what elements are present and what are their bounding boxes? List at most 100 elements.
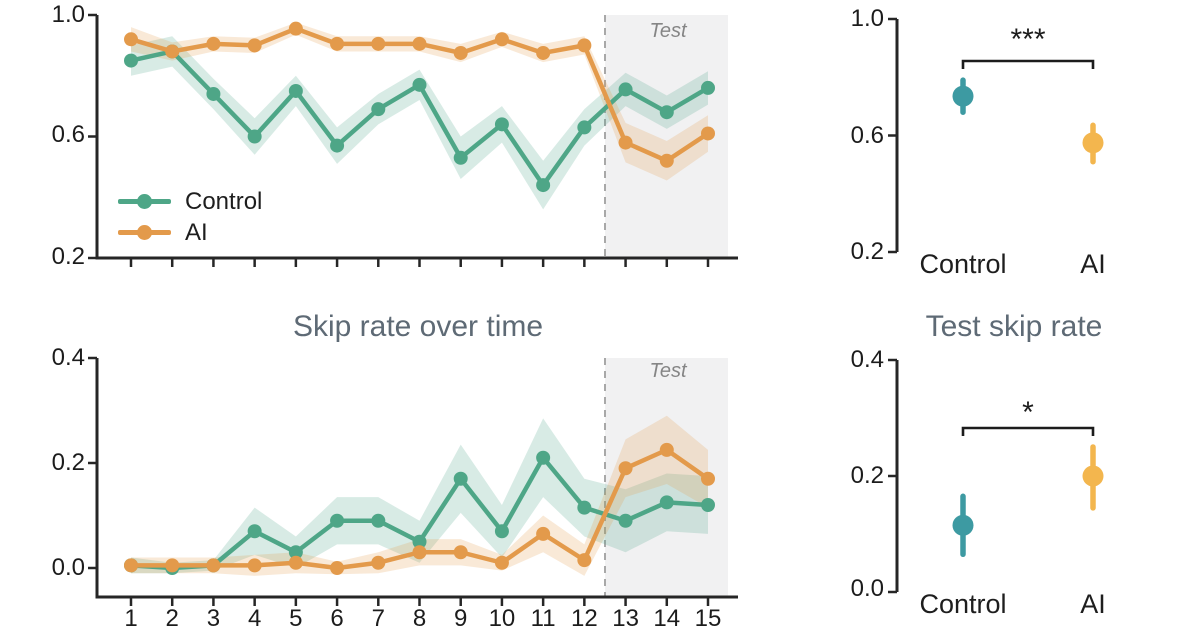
skip-rate-over-time-marker-Control	[618, 513, 633, 528]
top-left-timeseries-marker-Control	[412, 77, 427, 92]
y-tick-label: 0.6	[51, 121, 85, 148]
top-left-timeseries-marker-Control	[453, 150, 468, 165]
skip-rate-over-time-marker-AI	[536, 526, 551, 541]
skip-rate-over-time-x-tick-label: 13	[612, 605, 639, 628]
skip-rate-over-time-band-Control	[131, 418, 709, 574]
skip-rate-over-time-marker-AI	[371, 555, 386, 570]
category-label-ai: AI	[1080, 589, 1106, 619]
top-left-timeseries-marker-Control	[494, 117, 509, 132]
top-left-timeseries-marker-AI	[247, 38, 262, 53]
top-left-timeseries-marker-AI	[165, 44, 180, 59]
y-tick-label: 0.2	[850, 238, 884, 265]
skip-rate-over-time-marker-AI	[165, 558, 180, 573]
skip-rate-over-time-marker-AI	[124, 558, 138, 573]
test-skip-rate-point-Control	[952, 514, 974, 536]
y-tick-label: 0.2	[850, 462, 884, 489]
skip-rate-over-time-marker-Control	[247, 524, 262, 539]
top-left-timeseries-marker-AI	[288, 21, 303, 36]
skip-rate-over-time-marker-AI	[206, 558, 221, 573]
skip-rate-over-time-marker-AI	[701, 471, 716, 486]
top-left-timeseries-marker-Control	[206, 86, 221, 101]
top-left-timeseries-marker-AI	[577, 38, 592, 53]
chart-title-test-skip-rate: Test skip rate	[925, 310, 1103, 343]
top-left-timeseries-marker-Control	[701, 80, 716, 95]
skip-rate-over-time-band-AI	[131, 415, 709, 576]
top-left-timeseries-marker-AI	[494, 32, 509, 47]
legend-marker-ai	[137, 225, 152, 240]
top-left-timeseries-marker-Control	[288, 83, 303, 98]
legend-label-control: Control	[185, 187, 263, 215]
top-left-timeseries-marker-Control	[618, 82, 633, 97]
y-tick-label: 0.6	[850, 122, 884, 149]
top-right-summary-sig-bracket	[961, 59, 1095, 69]
category-label-ai: AI	[1080, 249, 1106, 279]
y-tick-label: 0.4	[51, 344, 85, 371]
test-region-label: Test	[649, 360, 687, 382]
skip-rate-over-time-marker-Control	[701, 498, 716, 512]
significance-stars: *	[1022, 396, 1034, 429]
top-left-timeseries-marker-AI	[330, 36, 345, 51]
y-tick-label: 0.4	[850, 346, 884, 373]
top-left-timeseries-marker-AI	[618, 135, 633, 150]
legend-item-control: Control	[118, 186, 262, 217]
legend-line-control	[118, 194, 171, 209]
category-label-control: Control	[919, 249, 1007, 279]
top-left-timeseries-marker-Control	[371, 102, 386, 117]
significance-stars: ***	[1010, 23, 1046, 56]
skip-rate-over-time-x-tick-label: 14	[653, 605, 680, 628]
top-left-timeseries-marker-Control	[577, 120, 592, 135]
category-label-control: Control	[919, 589, 1007, 619]
legend-item-ai: AI	[118, 217, 262, 248]
y-tick-label: 1.0	[850, 5, 884, 32]
skip-rate-over-time-x-tick-label: 6	[330, 605, 343, 628]
top-left-timeseries-marker-AI	[536, 45, 551, 60]
top-left-timeseries-marker-Control	[247, 129, 262, 144]
skip-rate-over-time-x-tick-label: 2	[166, 605, 179, 628]
top-left-timeseries-band-AI	[131, 22, 709, 181]
top-left-timeseries-marker-Control	[536, 178, 551, 193]
skip-rate-over-time-marker-AI	[288, 555, 303, 570]
legend: Control AI	[118, 186, 262, 248]
skip-rate-over-time-x-tick-label: 12	[571, 605, 598, 628]
top-right-summary-point-Control	[952, 85, 974, 107]
skip-rate-over-time-x-tick-label: 15	[695, 605, 722, 628]
skip-rate-over-time-marker-AI	[330, 561, 345, 575]
skip-rate-over-time-x-tick-label: 3	[207, 605, 220, 628]
y-tick-label: 0.0	[850, 575, 884, 602]
top-left-timeseries-marker-AI	[124, 32, 138, 47]
skip-rate-over-time-marker-AI	[659, 442, 674, 457]
top-left-timeseries-marker-AI	[701, 126, 716, 141]
skip-rate-over-time-marker-Control	[412, 534, 427, 549]
skip-rate-over-time-x-tick-label: 7	[372, 605, 385, 628]
test-region-label: Test	[649, 20, 687, 42]
y-tick-label: 1.0	[51, 1, 85, 28]
skip-rate-over-time-marker-Control	[371, 513, 386, 528]
skip-rate-over-time-x-tick-label: 11	[531, 605, 556, 628]
top-left-timeseries-marker-Control	[659, 105, 674, 120]
test-skip-rate-point-AI	[1082, 465, 1104, 487]
top-left-timeseries-marker-AI	[453, 45, 468, 60]
skip-rate-over-time-x-tick-label: 8	[413, 605, 426, 628]
skip-rate-over-time-x-tick-label: 10	[489, 605, 516, 628]
skip-rate-over-time-marker-Control	[494, 524, 509, 539]
top-left-timeseries-marker-AI	[412, 36, 427, 51]
skip-rate-over-time-x-tick-label: 9	[454, 605, 467, 628]
skip-rate-over-time-marker-Control	[577, 500, 592, 515]
skip-rate-over-time-marker-AI	[412, 545, 427, 560]
top-left-timeseries-marker-Control	[124, 53, 138, 68]
skip-rate-over-time-marker-Control	[288, 545, 303, 560]
skip-rate-over-time-marker-Control	[453, 471, 468, 486]
skip-rate-over-time-marker-Control	[330, 513, 345, 528]
skip-rate-over-time-marker-Control	[536, 450, 551, 465]
skip-rate-over-time-x-tick-label: 5	[289, 605, 302, 628]
top-left-timeseries-marker-AI	[206, 36, 221, 51]
skip-rate-over-time-marker-AI	[577, 553, 592, 568]
chart-title-skip-rate: Skip rate over time	[292, 310, 544, 343]
skip-rate-over-time-x-tick-label: 1	[124, 605, 137, 628]
y-tick-label: 0.0	[51, 554, 85, 581]
top-right-summary-point-AI	[1082, 132, 1104, 154]
legend-line-ai	[118, 225, 171, 240]
top-left-timeseries-marker-AI	[371, 36, 386, 51]
